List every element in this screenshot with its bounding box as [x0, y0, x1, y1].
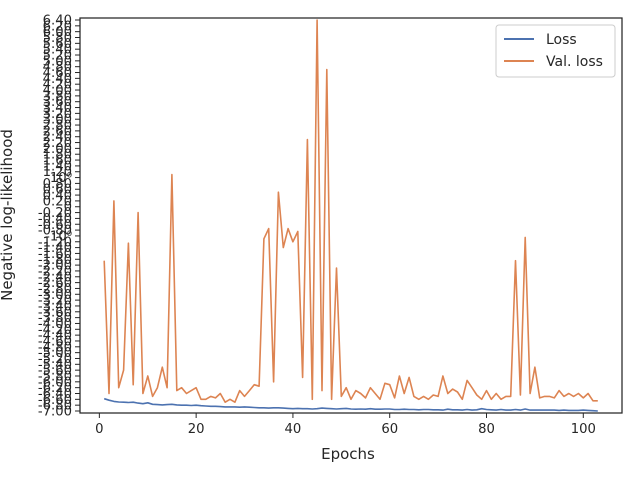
y-tick-label: 4.00: [43, 84, 72, 99]
y-tick-label: 1.40: [43, 159, 72, 174]
x-tick-label: 0: [95, 422, 103, 437]
y-tick-label: 3.40: [43, 101, 72, 116]
y-tick-label: -5.20: [38, 352, 72, 367]
y-tick-label: -3.80: [38, 311, 72, 326]
series-line-loss: [103, 397, 598, 412]
y-tick-label: -4.60: [38, 334, 72, 349]
y-tick-label: 2.00: [43, 142, 72, 157]
y-tick-label: -6.80: [38, 399, 72, 414]
x-tick-label: 20: [188, 422, 205, 437]
y-tick-label: -3.00: [38, 288, 72, 303]
y-tick-label: -3.60: [38, 305, 72, 320]
legend-label-loss: Loss: [546, 32, 577, 48]
y-tick-label: -0.80: [38, 224, 72, 239]
y-tick-label: 3.20: [43, 107, 72, 122]
y-tick-label: -1.60: [38, 247, 72, 262]
y-tick-label: 2.20: [43, 136, 72, 151]
legend: Loss Val. loss: [495, 24, 616, 78]
y-tick-label: -6.00: [38, 375, 72, 390]
y-tick-label: 0.20: [43, 194, 72, 209]
y-tick-label: -5.80: [38, 369, 72, 384]
y-tick-label: -5.60: [38, 364, 72, 379]
x-tick-label: 40: [285, 422, 302, 437]
y-tick-label: -2.00: [38, 259, 72, 274]
y-tick-label: 0.60: [43, 183, 72, 198]
x-tick-label: 60: [381, 422, 398, 437]
y-tick-label: 4.80: [43, 60, 72, 75]
y-tick-label: 2.60: [43, 124, 72, 139]
x-axis: 0 20 40 60 80 100: [95, 413, 596, 437]
y-tick-label: -0.20: [38, 206, 72, 221]
y-tick-label: -0.60: [38, 218, 72, 233]
y-tick-label: -6.60: [38, 393, 72, 408]
y-tick-label: -6.20: [38, 381, 72, 396]
y-tick-label: -2.20: [38, 264, 72, 279]
y-tick-label: 1.60: [43, 154, 72, 169]
y-tick-label: -6.40: [38, 387, 72, 402]
y-tick-label: -2.40: [38, 270, 72, 285]
legend-label-val-loss: Val. loss: [546, 54, 603, 70]
y-tick-label: 0: [64, 200, 72, 215]
plot-area: [79, 17, 623, 414]
y-tick-label: 4.20: [43, 78, 72, 93]
x-axis-title: Epochs: [321, 445, 375, 463]
series-layer: [103, 19, 598, 412]
y-tick-label: -2.80: [38, 282, 72, 297]
y-tick-label: -2.60: [38, 276, 72, 291]
y-tick-label: -3.40: [38, 299, 72, 314]
series-line-val-loss: [103, 19, 598, 404]
y-tick-label: -1.80: [38, 253, 72, 268]
y-tick-label: 2.80: [43, 119, 72, 134]
y-tick-label: 5.80: [43, 31, 72, 46]
y-tick-label: 3.00: [43, 113, 72, 128]
y-tick-label: 6.40: [43, 14, 72, 29]
y-tick-label: -0.40: [38, 212, 72, 227]
y-tick-label: 5.00: [43, 54, 72, 69]
x-tick-label: 80: [478, 422, 495, 437]
y-axis: -7.00-6.80-6.60-6.40-6.20-6.00-5.80-5.60…: [38, 14, 80, 420]
y-tick-label: 3.80: [43, 89, 72, 104]
y-tick-label: 3.60: [43, 95, 72, 110]
y-tick-label: -3.20: [38, 294, 72, 309]
y-tick-label: 0.80: [43, 177, 72, 192]
y-axis-title: Negative log-likelihood: [0, 129, 16, 301]
y-tick-label: 1.20: [43, 165, 72, 180]
y-tick-label: 10⁰: [50, 171, 72, 186]
y-tick-label: 2.40: [43, 130, 72, 145]
y-tick-label: 4.40: [43, 72, 72, 87]
y-tick-label: -5.40: [38, 358, 72, 373]
y-tick-label: -10⁰: [45, 229, 72, 244]
y-tick-label: -4.20: [38, 323, 72, 338]
y-tick-label: 6.00: [43, 25, 72, 40]
y-tick-label: 4.60: [43, 66, 72, 81]
y-tick-label: -4.00: [38, 317, 72, 332]
y-tick-label: -4.80: [38, 340, 72, 355]
y-tick-label: 1.80: [43, 148, 72, 163]
y-tick-label: -4.40: [38, 329, 72, 344]
x-tick-label: 100: [571, 422, 596, 437]
y-tick-label: 0.40: [43, 189, 72, 204]
y-tick-label: 5.40: [43, 43, 72, 58]
y-tick-label: 5.60: [43, 37, 72, 52]
y-tick-label: 5.20: [43, 49, 72, 64]
y-tick-label: -5.00: [38, 346, 72, 361]
y-tick-label: 6.20: [43, 19, 72, 34]
y-tick-label: -1.20: [38, 235, 72, 250]
y-tick-label: -1.40: [38, 241, 72, 256]
y-tick-label: -7.00: [38, 405, 72, 420]
